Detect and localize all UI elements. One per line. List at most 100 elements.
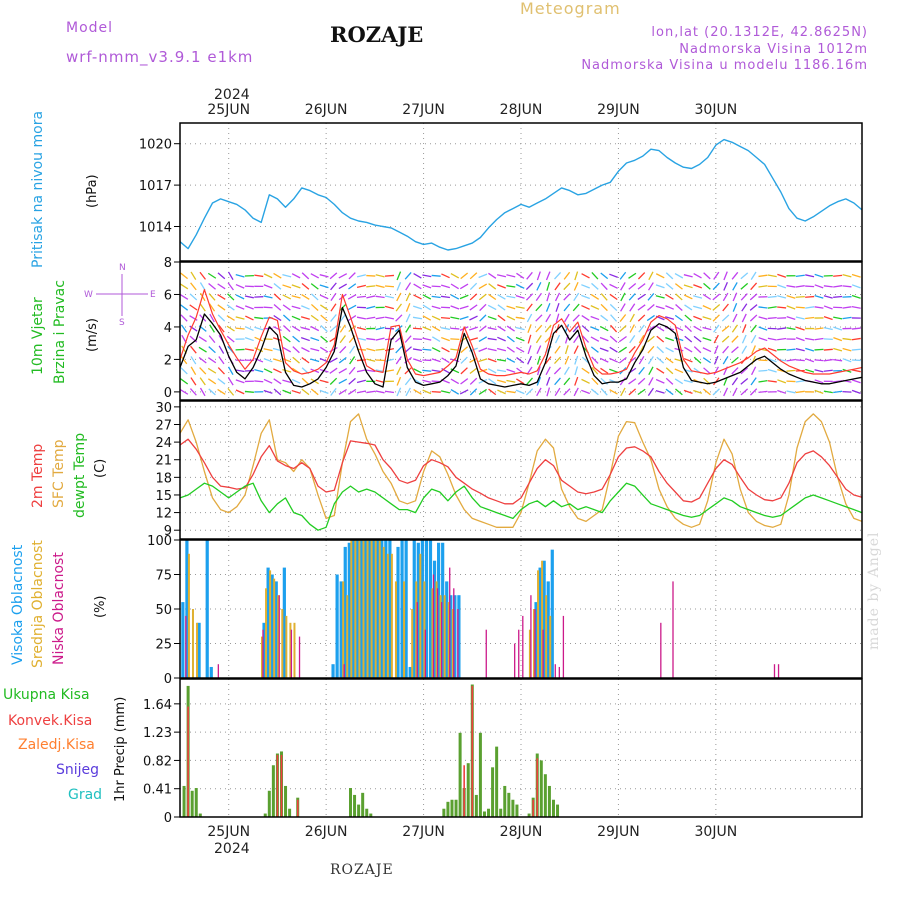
wind-arrow <box>767 358 777 363</box>
wind-arrow <box>235 379 245 384</box>
wind-arrow <box>348 314 357 322</box>
wind-arrow <box>590 315 600 321</box>
wind-arrow <box>777 295 787 299</box>
wind-arrow <box>823 315 833 321</box>
wind-arrow <box>823 390 833 394</box>
wind-arrow <box>610 314 618 322</box>
wind-arrow <box>469 337 478 342</box>
wind-arrow <box>300 326 310 331</box>
wind-arrow <box>554 356 562 364</box>
wind-arrow <box>600 293 608 301</box>
wind-arrow <box>795 337 805 342</box>
wind-arrow <box>404 335 412 343</box>
wind-arrow <box>254 369 264 373</box>
wind-arrow <box>244 337 254 342</box>
wind-arrow <box>786 358 796 362</box>
wind-arrow <box>478 358 488 363</box>
y-tick-label: 8 <box>164 256 172 271</box>
wind-arrow <box>516 357 525 364</box>
precip-total-bar <box>369 813 373 817</box>
cloud-low-bar <box>449 567 451 678</box>
wind-arrow <box>273 368 282 374</box>
wind-arrow <box>713 271 720 280</box>
wind-arrow <box>683 284 693 289</box>
wind-arrow <box>440 317 451 320</box>
wind-arrow <box>702 316 712 320</box>
wind-arrow <box>536 355 541 365</box>
wind-arrow <box>199 303 206 312</box>
wind-arrow <box>515 306 525 309</box>
top-day-label: 26JUN <box>305 102 348 118</box>
wind-arrow <box>823 369 833 372</box>
wind-arrow <box>842 274 852 278</box>
cloud-high-bar <box>542 560 546 678</box>
wind-arrow <box>356 390 367 394</box>
wind-arrow <box>750 282 758 291</box>
cloud-high-bar <box>347 542 351 678</box>
wind-arrow <box>599 325 609 332</box>
wind-compass: N W E S <box>84 263 156 328</box>
cloud-mid-bar <box>370 540 373 678</box>
wind-arrow <box>749 314 758 322</box>
y-tick-label: 1014 <box>139 221 172 236</box>
wind-arrow <box>339 335 346 344</box>
y-tick-label: 30 <box>155 401 172 416</box>
wind-arrow <box>655 305 665 310</box>
wind-arrow <box>291 325 301 332</box>
wind-arrow <box>805 285 815 288</box>
wind-arrow <box>396 271 402 281</box>
made-by-credit: made by Angel <box>866 531 882 651</box>
wind-arrow <box>235 294 245 300</box>
wind-arrow <box>805 274 815 278</box>
wind-arrow <box>563 366 570 375</box>
wind-arrow <box>217 314 226 322</box>
wind-arrow <box>320 314 328 322</box>
precip-total-bar <box>458 732 462 817</box>
wind-arrow <box>546 387 551 397</box>
precip-total-bar <box>267 790 271 817</box>
wind-arrow <box>732 282 738 291</box>
wind-arrow <box>459 316 469 321</box>
cloud-low-bar <box>534 609 536 678</box>
wind-arrow <box>227 293 235 301</box>
precip-total-bar <box>482 811 486 817</box>
pressure-ylabel: Pritisak na nivou mora <box>30 111 46 268</box>
wind-arrow <box>440 284 451 289</box>
wind-arrow <box>217 272 226 280</box>
wind-arrow <box>554 387 561 397</box>
wind-arrow <box>384 274 395 277</box>
wind-arrow <box>469 304 478 311</box>
precip-total-bar <box>478 732 482 817</box>
wind-arrow <box>609 389 618 395</box>
wind-arrow <box>655 378 665 384</box>
wind-arrow <box>833 336 843 342</box>
wind-arrow <box>656 335 665 343</box>
wind-arrow <box>515 389 525 395</box>
wind-arrow <box>723 281 728 291</box>
wind-arrow <box>703 367 711 375</box>
wind-arrow <box>564 313 570 323</box>
wind-arrow <box>310 273 320 279</box>
wind-arrow <box>536 282 542 291</box>
wind-arrow <box>851 327 861 330</box>
wind-arrow <box>375 295 385 299</box>
wind-arrow <box>684 314 693 322</box>
wind-arrow <box>833 358 843 362</box>
wind-arrow <box>665 388 674 396</box>
cloud-high-bar <box>550 549 554 678</box>
pressure-panel: Pritisak na nivou mora (hPa) 1020 1017 101… <box>30 111 863 268</box>
wind-arrow <box>291 389 301 394</box>
wind-arrow <box>545 271 551 281</box>
wind-arrow <box>823 358 833 362</box>
wind-arrow <box>301 357 310 364</box>
wind-arrow <box>209 324 215 333</box>
wind-arrow <box>329 346 338 353</box>
wind-arrow <box>814 379 824 384</box>
wind-arrow <box>805 295 815 298</box>
wind-arrow <box>683 357 693 363</box>
wind-arrow <box>609 346 618 353</box>
wind-arrow <box>740 293 748 301</box>
wind-arrow <box>440 327 451 331</box>
wind-arrow <box>723 387 729 397</box>
wind-arrow <box>375 274 385 278</box>
